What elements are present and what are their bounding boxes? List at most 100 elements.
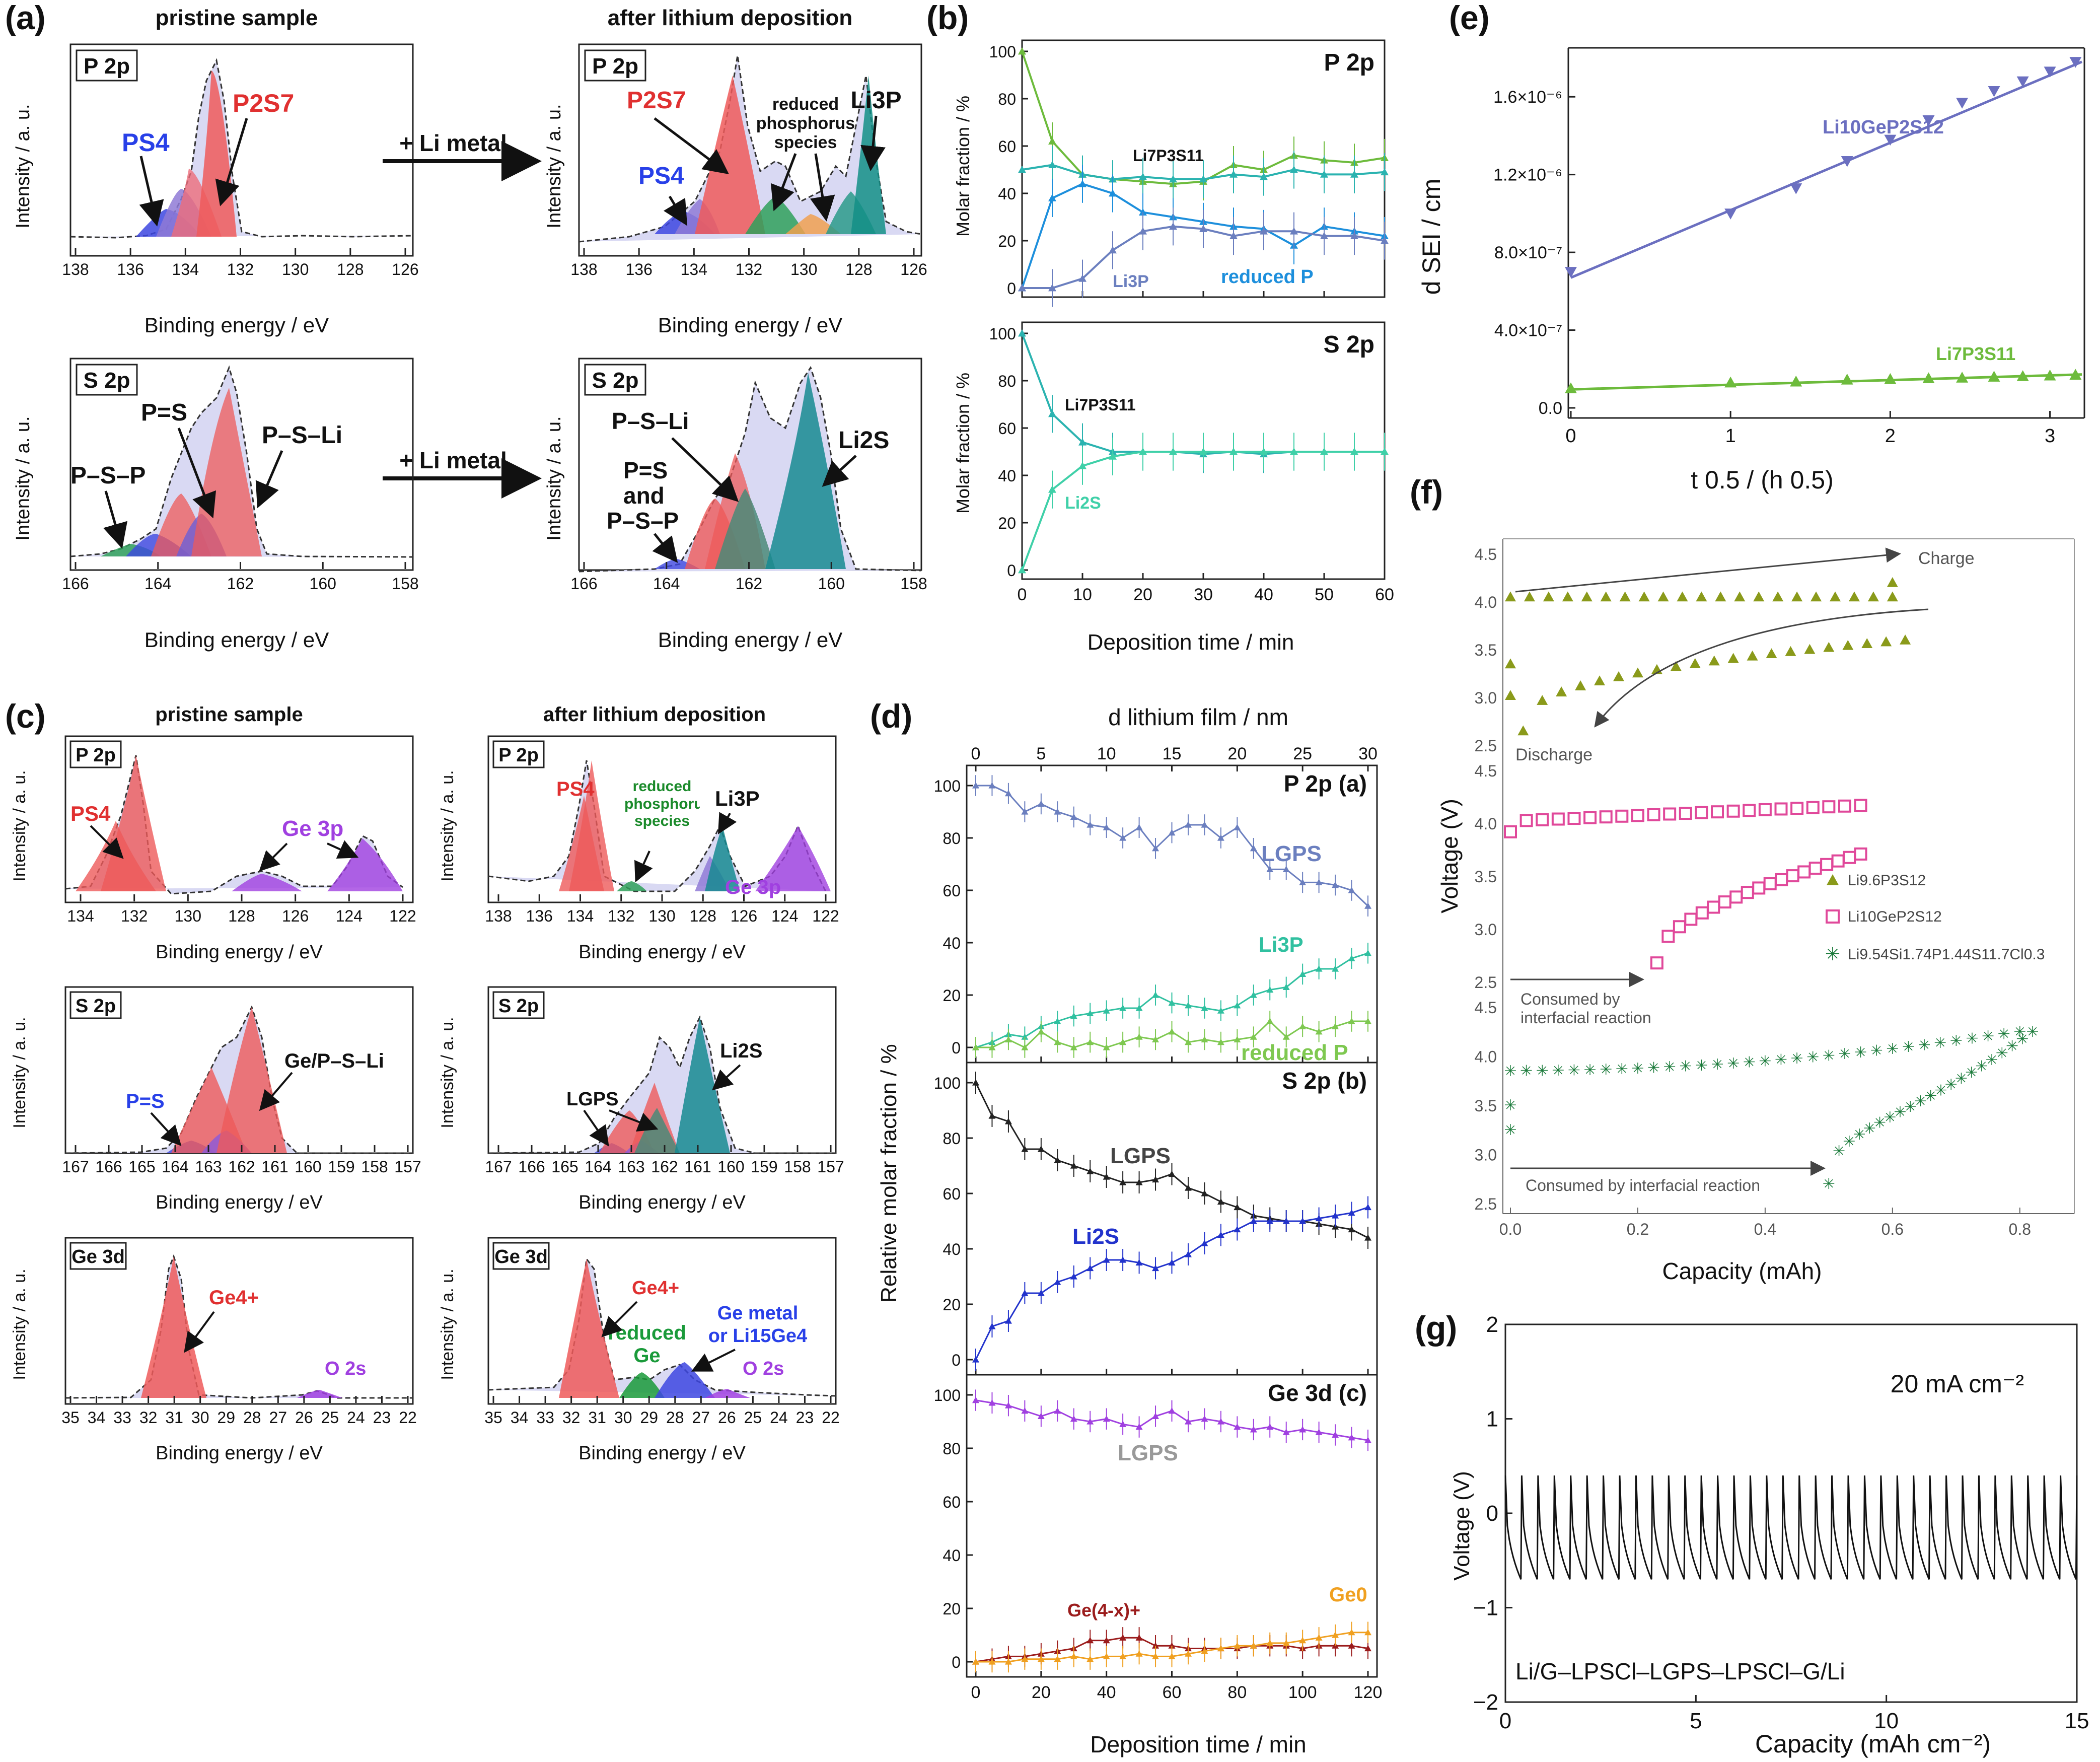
a-label-psp-left: P–S–P [70, 462, 146, 489]
f-point: ✳ [1520, 1063, 1533, 1080]
g-xtick: 15 [2065, 1709, 2089, 1733]
xps-tick-label: 122 [812, 907, 839, 925]
d-point [1037, 1290, 1045, 1296]
d-point [1152, 1642, 1160, 1649]
d-series-line [975, 1082, 1368, 1239]
f-point [1657, 591, 1669, 602]
d-point [1201, 1647, 1208, 1654]
g-ytick: 1 [1486, 1407, 1498, 1432]
d-top-axis-label: d lithium film / nm [1108, 704, 1288, 730]
xps-tick-label: 124 [771, 907, 798, 925]
f-point: ✳ [1743, 1054, 1756, 1072]
f-point [1775, 873, 1788, 886]
d-point [1119, 1005, 1127, 1011]
xps-tick-label: 160 [818, 575, 845, 593]
c-label-reduced-ge: reduced [608, 1322, 686, 1344]
d-point [1135, 1634, 1143, 1641]
f-charge-arrow [1515, 547, 1901, 593]
xps-tick-label: 161 [684, 1158, 711, 1176]
f-point [1567, 812, 1581, 825]
xps-tick-label: 160 [717, 1158, 744, 1176]
e-chart: 0 1 2 3 0.0 4.0×10⁻⁷ 8.0×10⁻⁷ 1.2×10⁻⁶ 1.6×10⁻⁶ L… [1493, 47, 2085, 447]
f-point [1684, 912, 1698, 926]
f-point [1670, 661, 1682, 671]
e-point [1988, 86, 2000, 97]
e-point [1922, 115, 1935, 126]
f-point [1727, 653, 1739, 663]
f-point: ✳ [1934, 1034, 1946, 1052]
e-ytick: 8.0×10⁻⁷ [1494, 243, 1562, 262]
d-point [988, 1399, 996, 1406]
a-tag-1 [76, 49, 138, 82]
b-point [1048, 137, 1056, 145]
c-s2p-left-plot [64, 986, 414, 1154]
b-ylabel-1: Molar fraction / % [953, 96, 973, 237]
d-point [1201, 1005, 1208, 1011]
f-point: ✳ [1934, 1082, 1947, 1099]
f-point [1689, 658, 1701, 668]
d-point [1364, 949, 1371, 956]
xps-tick-label: 136 [117, 260, 143, 278]
b-point [1260, 227, 1268, 235]
b-xtick: 40 [1254, 585, 1273, 604]
a-xlabel-3: Binding energy / eV [144, 628, 329, 652]
b-point [1018, 284, 1026, 292]
d-point [988, 1112, 996, 1119]
f-point [1594, 675, 1606, 686]
d-point [1315, 1429, 1323, 1435]
d-point [1103, 1653, 1110, 1659]
a-label-ps4-right: PS4 [638, 163, 684, 189]
d-point [1021, 1033, 1029, 1040]
b-chart: 0 20 40 60 80 100 P 2p 0 20 40 60 80 100 0 10 20 30 40 50 6… [989, 39, 1394, 604]
e-xlabel: t 0.5 / (h 0.5) [1691, 466, 1833, 494]
xps-tick-label: 22 [399, 1408, 417, 1427]
d-point [1054, 1279, 1061, 1285]
f-ytick: 4.5 [1475, 545, 1497, 563]
b-point [1350, 170, 1358, 178]
d-toptick: 0 [971, 744, 981, 763]
b-xtick: 30 [1194, 585, 1213, 604]
d-point [1168, 1642, 1176, 1649]
f-point: ✳ [1854, 1044, 1867, 1062]
d-toptick: 5 [1036, 744, 1046, 763]
e-ytick: 1.6×10⁻⁶ [1493, 88, 1562, 107]
e-ytick: 4.0×10⁻⁷ [1494, 321, 1562, 340]
d-label-lgps-ge: LGPS [1118, 1441, 1178, 1465]
b-point [1199, 225, 1207, 232]
e-point [1988, 371, 2000, 382]
d-point [1152, 992, 1160, 998]
c-label-li3p-right: Li3P [715, 787, 760, 810]
f-point [1822, 800, 1836, 814]
d-point [1282, 1218, 1290, 1224]
f-discharge-arrow [1594, 608, 1929, 728]
d-ytick: 80 [943, 829, 961, 848]
d-point [1348, 1629, 1355, 1636]
xps-tick-label: 134 [67, 907, 94, 925]
c-ylabel-1: Intensity / a. u. [10, 770, 29, 881]
f-point [1718, 895, 1731, 909]
f-ytick: 4.0 [1475, 815, 1497, 833]
d-point [1119, 1038, 1127, 1045]
e-fit-line [1570, 373, 2082, 391]
d-point [1217, 834, 1224, 841]
e-xtick: 2 [1885, 426, 1896, 447]
xps-tick-label: 130 [648, 907, 675, 925]
d-xtick: 0 [971, 1683, 981, 1702]
f-point [1647, 808, 1660, 821]
b-point [1350, 448, 1358, 455]
d-ytick: 0 [952, 1653, 961, 1671]
a-header-left: pristine sample [156, 6, 318, 30]
c-label-gemetal: Ge metal [717, 1303, 799, 1324]
a-ylabel-1: Intensity / a. u. [13, 104, 34, 228]
d-xtick: 80 [1227, 1683, 1247, 1702]
xps-tick-label: 164 [653, 575, 680, 593]
g-annot-current: 20 mA cm⁻² [1891, 1370, 2024, 1398]
c-xticks-2: 138 136 134 132 130 128 126 124 122 [485, 894, 839, 925]
d-point [972, 1356, 979, 1363]
d-ytick: 80 [943, 1130, 961, 1148]
d-point [1135, 1423, 1143, 1430]
d-point [1021, 1146, 1029, 1152]
f-point: ✳ [1998, 1026, 2010, 1043]
d-point [1282, 1429, 1290, 1435]
